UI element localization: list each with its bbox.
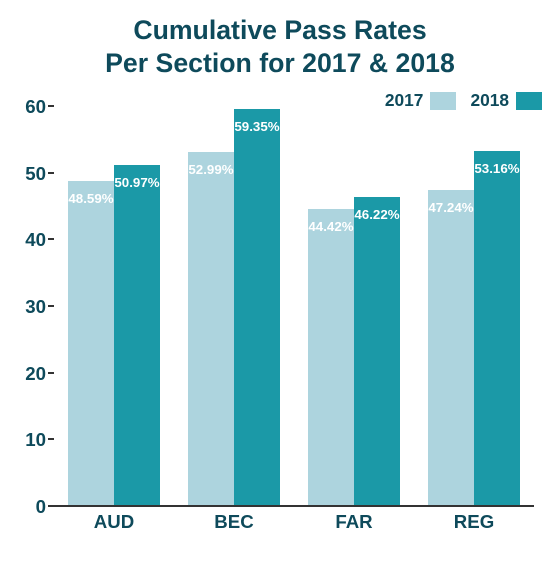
bar-value-label: 46.22%: [354, 207, 399, 222]
bar-group: 47.24%53.16%REG: [414, 105, 534, 505]
y-tick-label: 50: [6, 163, 46, 185]
x-category-label: FAR: [294, 511, 414, 533]
x-category-label: BEC: [174, 511, 294, 533]
y-tick-label: 60: [6, 96, 46, 118]
y-tick-label: 20: [6, 363, 46, 385]
y-tick-label: 10: [6, 429, 46, 451]
bar-2018: 53.16%: [474, 151, 520, 505]
chart-title-line1: Cumulative Pass Rates: [0, 14, 560, 47]
bar-value-label: 50.97%: [114, 175, 159, 190]
bar-value-label: 44.42%: [308, 219, 353, 234]
x-category-label: REG: [414, 511, 534, 533]
bar-value-label: 53.16%: [474, 161, 519, 176]
bar-2017: 44.42%: [308, 209, 354, 505]
bar-2018: 59.35%: [234, 109, 280, 505]
chart-title: Cumulative Pass Rates Per Section for 20…: [0, 0, 560, 81]
plot-area: 48.59%50.97%AUD52.99%59.35%BEC44.42%46.2…: [54, 105, 534, 507]
y-tick-label: 30: [6, 296, 46, 318]
bar-value-label: 59.35%: [234, 119, 279, 134]
chart-container: Cumulative Pass Rates Per Section for 20…: [0, 0, 560, 563]
bar-2017: 47.24%: [428, 190, 474, 505]
bar-2017: 48.59%: [68, 181, 114, 505]
y-tick-label: 40: [6, 229, 46, 251]
y-tick-label: 0: [6, 496, 46, 518]
bar-value-label: 48.59%: [68, 191, 113, 206]
bar-group: 44.42%46.22%FAR: [294, 105, 414, 505]
bar-value-label: 52.99%: [188, 162, 233, 177]
bar-2018: 46.22%: [354, 197, 400, 505]
chart-title-line2: Per Section for 2017 & 2018: [0, 47, 560, 80]
bar-group: 48.59%50.97%AUD: [54, 105, 174, 505]
bar-value-label: 47.24%: [428, 200, 473, 215]
bar-2017: 52.99%: [188, 152, 234, 505]
x-category-label: AUD: [54, 511, 174, 533]
bar-group: 52.99%59.35%BEC: [174, 105, 294, 505]
bar-2018: 50.97%: [114, 165, 160, 505]
